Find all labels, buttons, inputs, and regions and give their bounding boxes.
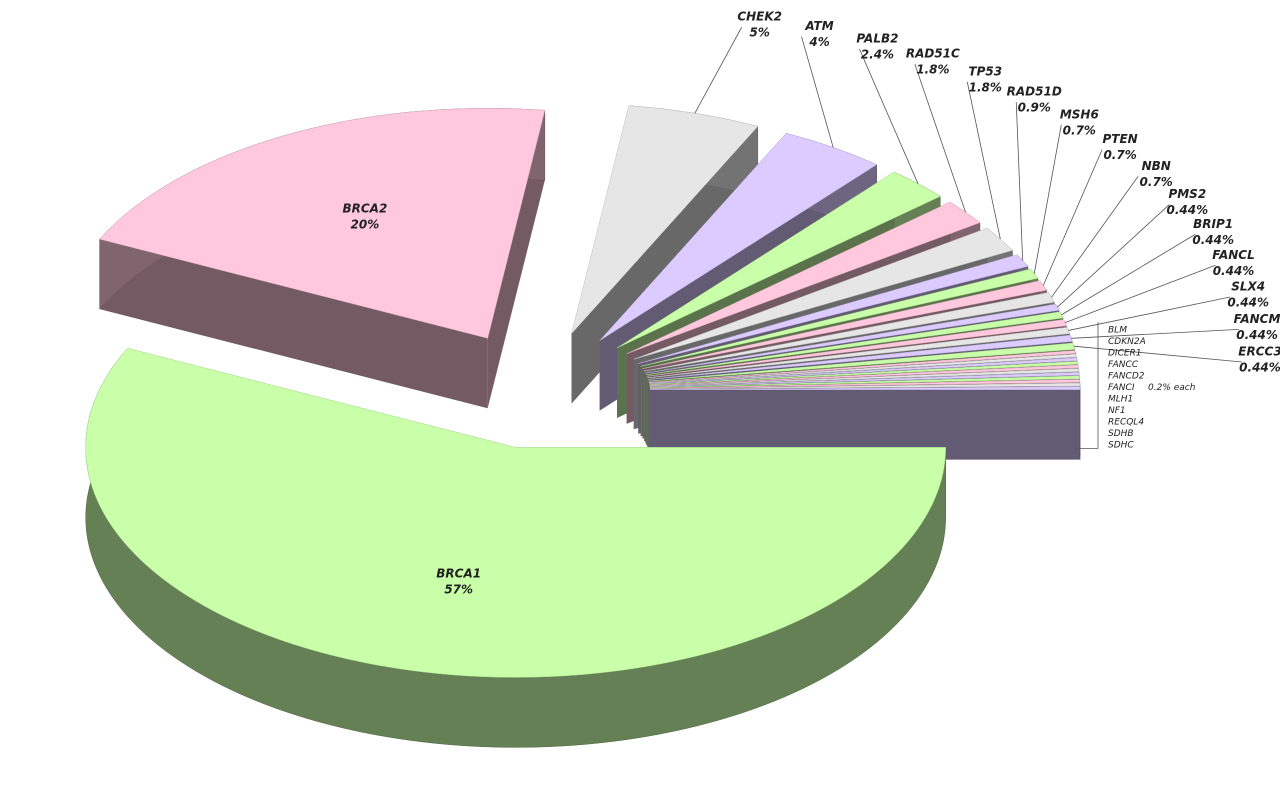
- slice: [649, 371, 1080, 387]
- slice-label: NF1: [1108, 406, 1126, 416]
- slice-value-label: 5%: [749, 26, 769, 40]
- leader-line: [1071, 328, 1240, 339]
- slice-label: BRIP1: [1193, 217, 1233, 231]
- leader-line: [1015, 102, 1024, 261]
- slice-value-label: 0.7%: [1063, 123, 1096, 137]
- slice-value-label: 4%: [808, 35, 829, 49]
- slice-label: FANCM: [1234, 312, 1280, 326]
- slice-value-label: 0.44%: [1227, 296, 1269, 310]
- slice-value-label: 0.44%: [1239, 361, 1280, 375]
- slice-label: RECQL4: [1108, 418, 1144, 428]
- group-annotation: 0.2% each: [1148, 383, 1196, 393]
- slice-value-label: 0.7%: [1103, 148, 1136, 162]
- slice: [649, 361, 1079, 385]
- slice-label: PALB2: [856, 31, 898, 45]
- slice: [647, 327, 1070, 379]
- leader-line: [1061, 234, 1196, 316]
- slice: [649, 382, 1081, 390]
- slice: [626, 201, 981, 355]
- slice: [648, 334, 1073, 380]
- slice-label: PMS2: [1168, 187, 1206, 201]
- slice-value-label: 1.8%: [916, 63, 949, 77]
- slice: [649, 357, 1078, 384]
- slice-label: SDHC: [1108, 441, 1134, 451]
- slice-label: FANCL: [1212, 248, 1254, 262]
- slice: [99, 108, 546, 339]
- slice-label: ERCC3: [1238, 345, 1280, 359]
- slice: [649, 379, 1081, 389]
- slice-label: FANCD2: [1108, 372, 1145, 382]
- slice-value-label: 0.44%: [1166, 203, 1208, 217]
- slice-label: BRCA2: [342, 201, 387, 215]
- slice-label: TP53: [968, 64, 1002, 78]
- slice-label: MLH1: [1108, 395, 1133, 405]
- slice-label: RAD51D: [1007, 85, 1062, 99]
- slice: [649, 386, 1081, 390]
- slice-value-label: 20%: [351, 217, 380, 231]
- leader-line: [914, 63, 966, 213]
- slice-label: CDKN2A: [1108, 337, 1146, 347]
- slice-value-label: 2.4%: [861, 47, 894, 61]
- slice-label: FANCC: [1108, 360, 1139, 370]
- slice: [649, 375, 1080, 388]
- slice: [644, 292, 1055, 372]
- slice: [649, 353, 1077, 384]
- slice-label: NBN: [1142, 159, 1171, 173]
- leader-line: [966, 81, 1001, 240]
- slice-label: DICER1: [1108, 349, 1142, 359]
- slice-label: RAD51C: [906, 47, 960, 61]
- slice: [99, 108, 546, 409]
- slice: [649, 386, 1081, 460]
- slice-label: MSH6: [1060, 107, 1099, 121]
- leader-line: [859, 48, 919, 184]
- slice-value-label: 0.44%: [1213, 264, 1255, 278]
- slice: [638, 254, 1029, 364]
- slice-side: [487, 110, 545, 409]
- slice-label: PTEN: [1102, 132, 1137, 146]
- slice-value-label: 0.7%: [1140, 175, 1173, 189]
- slice-label: BRCA1: [436, 566, 481, 580]
- slice: [599, 133, 878, 341]
- slice: [646, 319, 1067, 377]
- slice-value-label: 0.9%: [1018, 101, 1051, 115]
- slice: [640, 268, 1039, 367]
- slice-side: [649, 389, 1080, 460]
- leader-line: [1064, 264, 1216, 324]
- slice-value-label: 0.44%: [1236, 328, 1278, 342]
- slice: [649, 364, 1079, 386]
- slice-label: SDHB: [1108, 429, 1134, 439]
- leader-line: [1051, 176, 1139, 298]
- leader-line: [1057, 204, 1170, 308]
- slice-label: ATM: [804, 19, 833, 33]
- leader-line: [801, 36, 834, 148]
- slice-label: CHEK2: [737, 10, 782, 24]
- leader-line: [1073, 345, 1243, 363]
- slice: [645, 303, 1060, 374]
- slice-value-label: 1.8%: [969, 80, 1002, 94]
- slice: [649, 368, 1080, 387]
- leader-line: [694, 27, 743, 114]
- slice-value-label: 0.44%: [1192, 233, 1234, 247]
- slice-value-label: 57%: [444, 582, 473, 596]
- leader-line: [1033, 124, 1062, 274]
- slice: [571, 105, 759, 334]
- slice-label: SLX4: [1231, 280, 1265, 294]
- slice-side: [99, 239, 488, 409]
- slice-label: BLM: [1108, 326, 1127, 336]
- slice: [85, 347, 946, 678]
- slice: [649, 350, 1076, 383]
- leader-line: [1068, 296, 1231, 331]
- slice: [85, 347, 946, 748]
- leader-line: [1042, 149, 1103, 286]
- slice-label: FANCI: [1108, 383, 1135, 393]
